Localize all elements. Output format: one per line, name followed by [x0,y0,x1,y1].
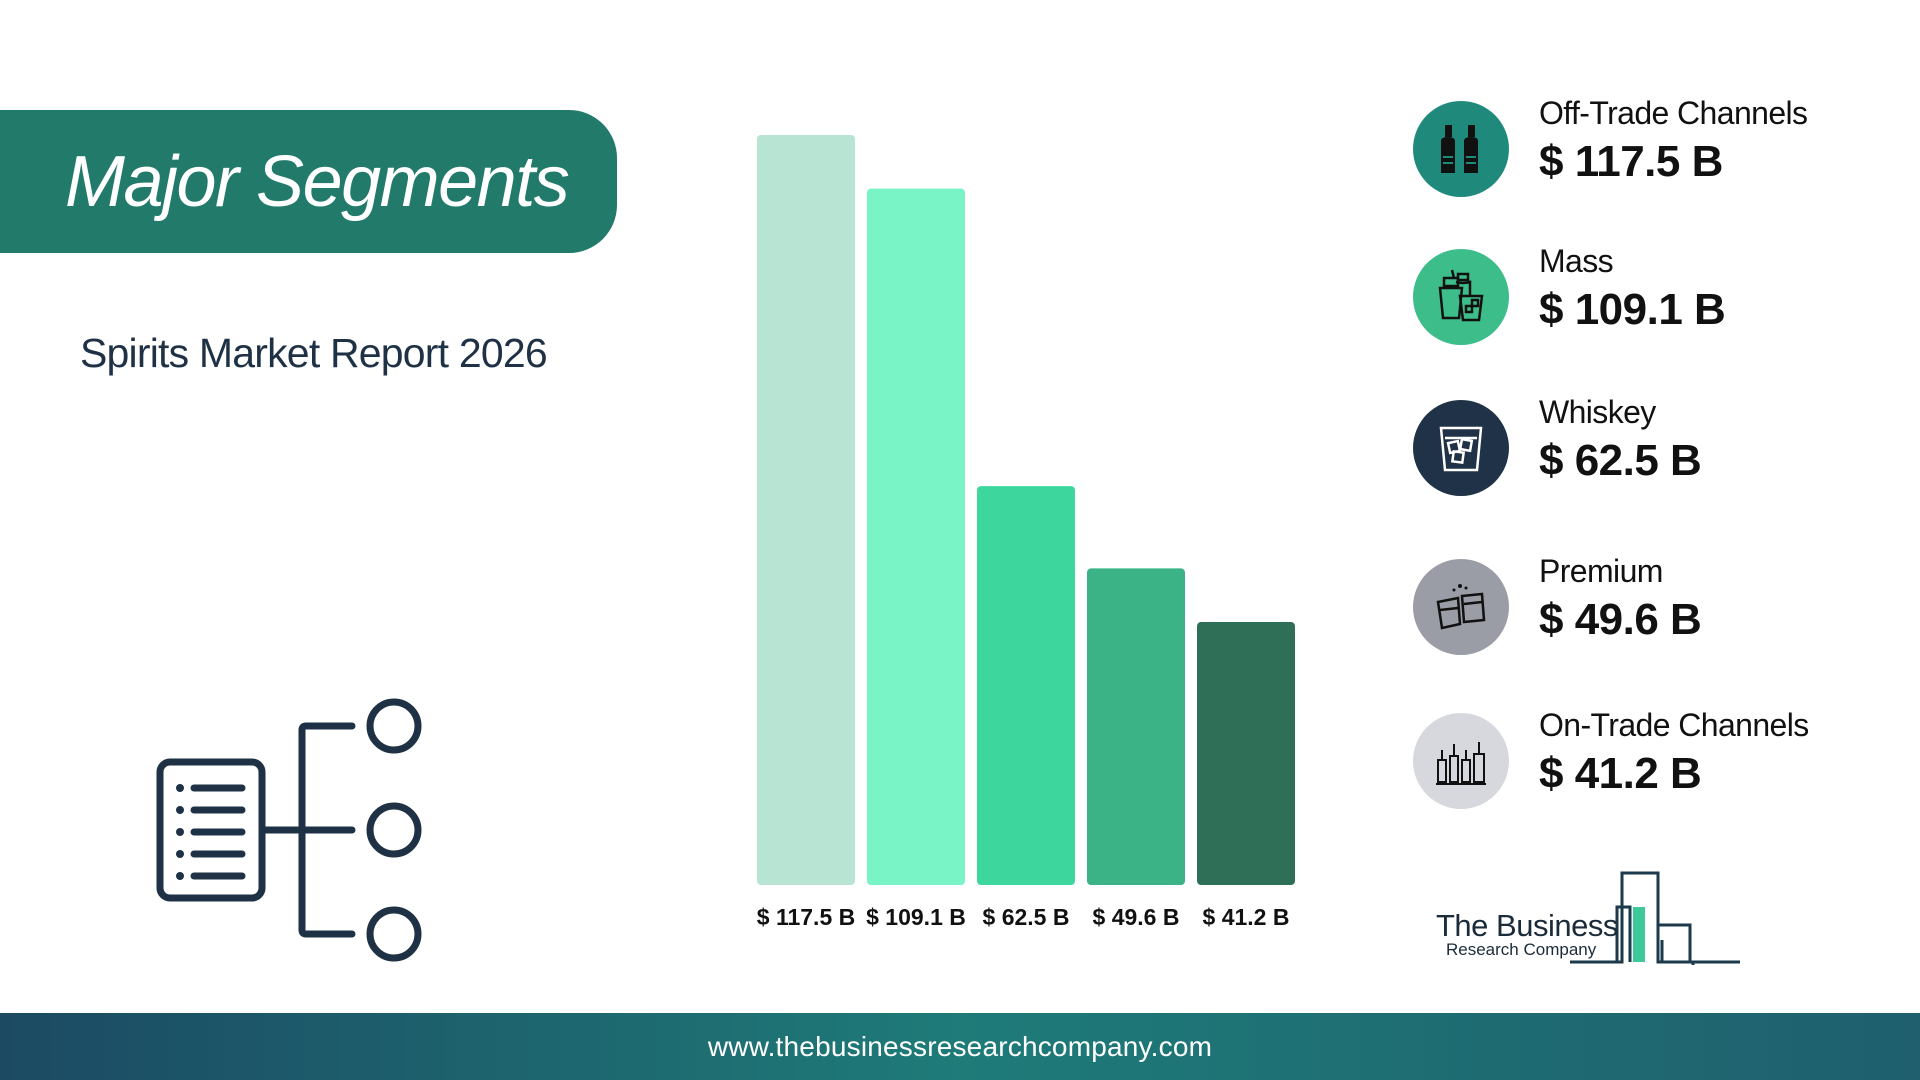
bar-premium [1087,568,1185,885]
bottles-icon [1413,101,1509,197]
legend-item-mass: Mass $ 109.1 B [1410,243,1890,353]
footer-bar: www.thebusinessresearchcompany.com [0,1013,1920,1080]
legend-name: On-Trade Channels [1539,707,1809,743]
bar-value-label: $ 49.6 B [1093,904,1180,930]
page-title: Major Segments [65,141,570,222]
legend-item-off-trade-channels: Off-Trade Channels $ 117.5 B [1410,95,1890,205]
bar-value-label: $ 117.5 B [757,904,855,930]
legend-value: $ 62.5 B [1539,436,1702,485]
whiskey-glass-icon [1413,400,1509,496]
legend-name: Mass [1539,243,1614,279]
logo-name: The Business [1436,908,1618,943]
title-banner: Major Segments [0,110,617,253]
bar-value-label: $ 62.5 B [983,904,1070,930]
bar-whiskey [977,486,1075,885]
drinks-icon [1413,249,1509,345]
segments-tree-icon [156,698,422,962]
page-subtitle: Spirits Market Report 2026 [80,330,548,376]
legend-item-premium: Premium $ 49.6 B [1410,553,1890,663]
bar-off-trade-channels [757,135,855,885]
bar-value-label: $ 41.2 B [1203,904,1290,930]
toast-glasses-icon [1413,559,1509,655]
bar-value-label: $ 109.1 B [866,904,966,930]
legend-value: $ 109.1 B [1539,285,1726,334]
legend-item-whiskey: Whiskey $ 62.5 B [1410,394,1890,504]
bar-bottles-icon [1413,713,1509,809]
bar-on-trade-channels [1197,622,1295,885]
legend-name: Premium [1539,553,1663,589]
footer-url[interactable]: www.thebusinessresearchcompany.com [707,1030,1213,1062]
bar-mass [867,188,965,886]
legend-value: $ 117.5 B [1539,137,1723,186]
legend-value: $ 41.2 B [1539,749,1702,798]
company-logo: The Business Research Company [1430,870,1750,970]
legend-item-on-trade-channels: On-Trade Channels $ 41.2 B [1410,707,1890,817]
legend-name: Off-Trade Channels [1539,95,1808,131]
logo-graphic [1570,871,1740,965]
legend-name: Whiskey [1539,394,1656,430]
legend-value: $ 49.6 B [1539,595,1702,644]
logo-subtitle: Research Company [1446,940,1597,959]
segments-bar-chart: $ 117.5 B $ 109.1 B $ 62.5 B $ 49.6 B $ 41.2… [757,135,1295,930]
